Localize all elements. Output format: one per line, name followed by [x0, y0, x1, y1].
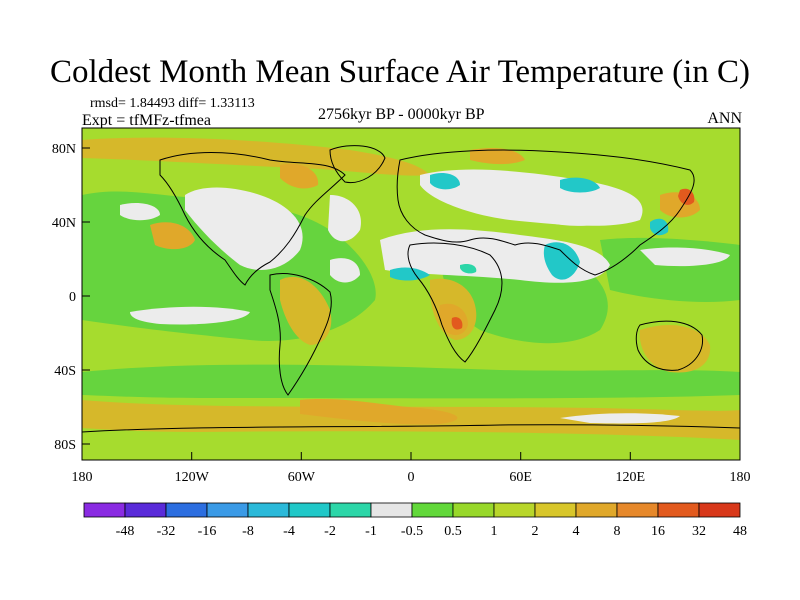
colorbar-label: -1 [365, 524, 377, 539]
map-field [82, 128, 740, 460]
coastline-australia [635, 320, 704, 371]
colorbar-label: -32 [157, 524, 176, 539]
colorbar-swatch [411, 502, 454, 518]
field-neutral-region [330, 258, 360, 283]
colorbar-swatch [616, 502, 659, 518]
colorbar-swatch [288, 502, 331, 518]
colorbar-label: 0.5 [444, 524, 462, 539]
colorbar-label: -8 [242, 524, 254, 539]
colorbar-label: -0.5 [401, 524, 423, 539]
colorbar-swatch [698, 502, 741, 518]
field-neutral-region [640, 247, 730, 267]
colorbar-swatch [657, 502, 700, 518]
coastline-greenland [329, 145, 386, 184]
field-green-region [600, 237, 740, 302]
colorbar-label: 16 [651, 524, 665, 539]
coastline-africa [407, 242, 503, 363]
field-red-region [451, 317, 463, 330]
colorbar-label: 8 [614, 524, 621, 539]
experiment-label: Expt = tfMFz-tfmea [82, 112, 211, 129]
colorbar-swatch [370, 502, 413, 518]
field-orange-region [639, 325, 711, 373]
lon-tick-label: 180 [730, 470, 751, 485]
field-cyan-region [560, 177, 600, 193]
colorbar-label: -2 [324, 524, 336, 539]
colorbar-label: 32 [692, 524, 706, 539]
colorbar-swatch [83, 502, 126, 518]
coastline-eurasia [396, 149, 695, 276]
field-orange-region [470, 148, 525, 165]
coastline-south-america [269, 273, 332, 396]
colorbar-swatch [247, 502, 290, 518]
lat-tick-label: 80S [54, 438, 76, 453]
lon-tick-label: 120W [175, 470, 210, 485]
colorbar-swatch [493, 502, 536, 518]
lon-tick-label: 60W [288, 470, 316, 485]
lat-tick-label: 0 [69, 290, 76, 305]
field-orange-region [150, 222, 195, 250]
field-green-region [82, 364, 740, 399]
chart-title: Coldest Month Mean Surface Air Temperatu… [50, 54, 750, 90]
coastlines [82, 145, 740, 433]
lon-tick-label: 0 [408, 470, 415, 485]
field-neutral-region [540, 203, 615, 226]
coastline-north-america [159, 152, 346, 286]
colorbar-label: -4 [283, 524, 295, 539]
lat-tick-label: 40N [52, 216, 76, 231]
field-cyan-region [390, 267, 430, 281]
colorbar-label: -48 [116, 524, 135, 539]
colorbar-label: -16 [198, 524, 217, 539]
field-neutral-region [560, 413, 680, 424]
field-neutral-region [120, 203, 160, 221]
field-cyan-region [460, 263, 477, 274]
season-label: ANN [707, 110, 742, 127]
field-neutral-region [185, 187, 303, 270]
stats-label: rmsd= 1.84493 diff= 1.33113 [90, 96, 255, 111]
field-neutral-region [130, 306, 250, 325]
colorbar-label: 4 [573, 524, 580, 539]
field-cyan-region [650, 218, 669, 236]
colorbar-swatch [124, 502, 167, 518]
field-cyan-region [543, 242, 580, 280]
lon-tick-label: 180 [72, 470, 93, 485]
colorbar-label: 2 [532, 524, 539, 539]
colorbar: -48 -32 -16 -8 -4 -2 -1 -0.5 0.5 1 2 4 8 16 32 48 [83, 502, 747, 539]
colorbar-swatch [206, 502, 249, 518]
lat-tick-label: 40S [54, 364, 76, 379]
lat-tick-label: 80N [52, 142, 76, 157]
lon-tick-label: 120E [616, 470, 646, 485]
field-orange-region [300, 398, 458, 425]
colorbar-swatch [452, 502, 495, 518]
coastline-antarctica [82, 424, 740, 433]
colorbar-label: 48 [733, 524, 747, 539]
field-cyan-region [430, 173, 460, 190]
field-neutral-region [328, 195, 361, 242]
colorbar-swatch [534, 502, 577, 518]
colorbar-label: 1 [491, 524, 498, 539]
colorbar-swatch [329, 502, 372, 518]
colorbar-swatch [165, 502, 208, 518]
period-label: 2756kyr BP - 0000kyr BP [318, 106, 485, 123]
lon-tick-label: 60E [509, 470, 532, 485]
colorbar-swatch [575, 502, 618, 518]
map-frame [81, 127, 741, 461]
field-orange-region [280, 276, 332, 345]
field-orange-region [280, 163, 319, 189]
